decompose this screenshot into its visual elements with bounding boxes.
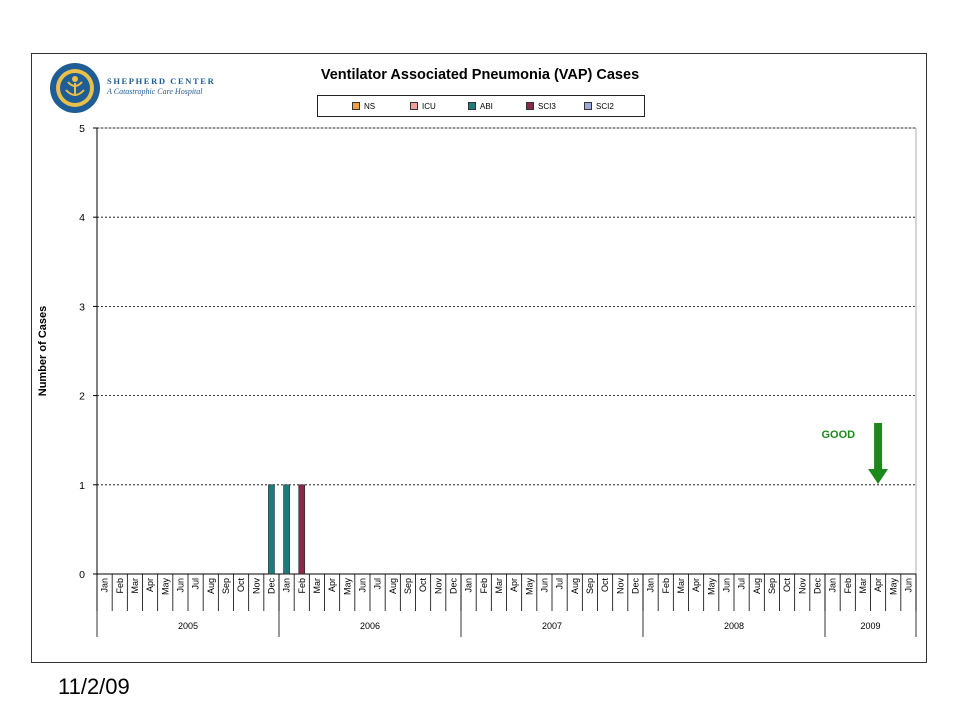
footer-date: 11/2/09 — [58, 674, 130, 699]
legend-label: SCI3 — [538, 101, 556, 111]
x-tick-label: Jul — [737, 578, 747, 590]
x-tick-label: Mar — [130, 578, 140, 594]
x-tick-label: May — [524, 578, 534, 596]
x-tick-label: Oct — [236, 578, 246, 593]
legend-label: SCI2 — [596, 101, 614, 111]
x-tick-label: Jan — [100, 578, 110, 593]
x-tick-label: Apr — [327, 578, 337, 592]
y-tick-label: 0 — [79, 569, 85, 581]
x-tick-label: Dec — [266, 578, 276, 595]
plot-area — [96, 127, 917, 575]
x-tick-label: Jun — [357, 578, 367, 593]
x-tick-label: Oct — [782, 578, 792, 593]
y-tick-label: 2 — [79, 391, 85, 403]
x-tick-label: Sep — [403, 578, 413, 594]
x-tick-label: May — [888, 578, 898, 596]
x-tick-label: Apr — [509, 578, 519, 592]
x-tick-label: Jan — [282, 578, 292, 593]
logo-name: SHEPHERD CENTER — [107, 76, 216, 86]
x-tick-label: Jun — [175, 578, 185, 593]
legend-swatch — [584, 102, 592, 110]
x-tick-label: Feb — [661, 578, 671, 594]
x-tick-label: Aug — [752, 578, 762, 594]
x-tick-label: Dec — [630, 578, 640, 595]
y-tick-label: 1 — [79, 480, 85, 492]
x-tick-label: Dec — [448, 578, 458, 595]
x-tick-label: Aug — [388, 578, 398, 594]
x-tick-label: Jan — [646, 578, 656, 593]
year-label: 2008 — [724, 621, 744, 631]
x-tick-label: Jun — [903, 578, 913, 593]
x-tick-label: Jan — [464, 578, 474, 593]
good-annotation: GOOD — [821, 429, 855, 441]
legend-label: ICU — [422, 101, 436, 111]
legend-item: SCI3 — [526, 102, 584, 111]
bar-sci3 — [298, 484, 306, 575]
shepherd-center-logo — [48, 60, 218, 116]
logo-emblem-icon — [50, 63, 100, 113]
x-tick-label: May — [342, 578, 352, 596]
bar-abi — [283, 484, 290, 575]
legend-swatch — [410, 102, 418, 110]
x-tick-label: Nov — [433, 578, 443, 595]
x-tick-label: Jan — [828, 578, 838, 593]
x-tick-label: Feb — [843, 578, 853, 594]
x-tick-label: Nov — [615, 578, 625, 595]
x-tick-label: May — [160, 578, 170, 596]
x-tick-label: Aug — [570, 578, 580, 594]
y-tick-label: 3 — [79, 301, 85, 313]
x-tick-label: Apr — [145, 578, 155, 592]
y-tick-label: 4 — [79, 212, 85, 224]
chart-legend: NS ICU ABI SCI3 SCI2 — [317, 95, 645, 117]
chart-title: Ventilator Associated Pneumonia (VAP) Ca… — [320, 67, 640, 83]
x-tick-label: Jul — [373, 578, 383, 590]
x-tick-label: Jul — [191, 578, 201, 590]
legend-item: ABI — [468, 102, 526, 111]
legend-item: SCI2 — [584, 102, 642, 111]
x-tick-label: Nov — [251, 578, 261, 595]
legend-item: ICU — [410, 102, 468, 111]
x-tick-label: Mar — [494, 578, 504, 594]
x-tick-label: Mar — [858, 578, 868, 594]
year-label: 2009 — [860, 621, 880, 631]
x-tick-label: Apr — [691, 578, 701, 592]
bar-abi — [268, 484, 275, 575]
x-tick-label: Nov — [797, 578, 807, 595]
logo-tagline: A Catastrophic Care Hospital — [107, 87, 203, 96]
down-arrow-head — [868, 469, 889, 484]
x-tick-label: Sep — [767, 578, 777, 594]
legend-swatch — [468, 102, 476, 110]
down-arrow-icon — [874, 423, 883, 471]
x-tick-label: Mar — [312, 578, 322, 594]
legend-label: ABI — [480, 101, 493, 111]
x-tick-label: Jul — [555, 578, 565, 590]
x-tick-label: Aug — [206, 578, 216, 594]
x-tick-label: Feb — [297, 578, 307, 594]
y-axis-label: Number of Cases — [37, 306, 49, 396]
x-tick-label: Mar — [676, 578, 686, 594]
x-tick-label: Dec — [812, 578, 822, 595]
x-tick-label: Jun — [539, 578, 549, 593]
x-tick-label: May — [706, 578, 716, 596]
x-tick-label: Apr — [873, 578, 883, 592]
legend-item: NS — [352, 102, 410, 111]
x-tick-label: Feb — [479, 578, 489, 594]
year-label: 2006 — [360, 621, 380, 631]
legend-swatch — [352, 102, 360, 110]
x-tick-label: Feb — [115, 578, 125, 594]
chart-frame — [31, 53, 927, 663]
x-tick-label: Sep — [585, 578, 595, 594]
logo-text: SHEPHERD CENTER A Catastrophic Care Hosp… — [107, 76, 215, 96]
x-tick-label: Oct — [418, 578, 428, 593]
year-label: 2007 — [542, 621, 562, 631]
legend-swatch — [526, 102, 534, 110]
x-tick-label: Jun — [721, 578, 731, 593]
x-tick-label: Oct — [600, 578, 610, 593]
x-tick-label: Sep — [221, 578, 231, 594]
legend-label: NS — [364, 101, 376, 111]
y-tick-label: 5 — [79, 123, 85, 135]
year-label: 2005 — [178, 621, 198, 631]
